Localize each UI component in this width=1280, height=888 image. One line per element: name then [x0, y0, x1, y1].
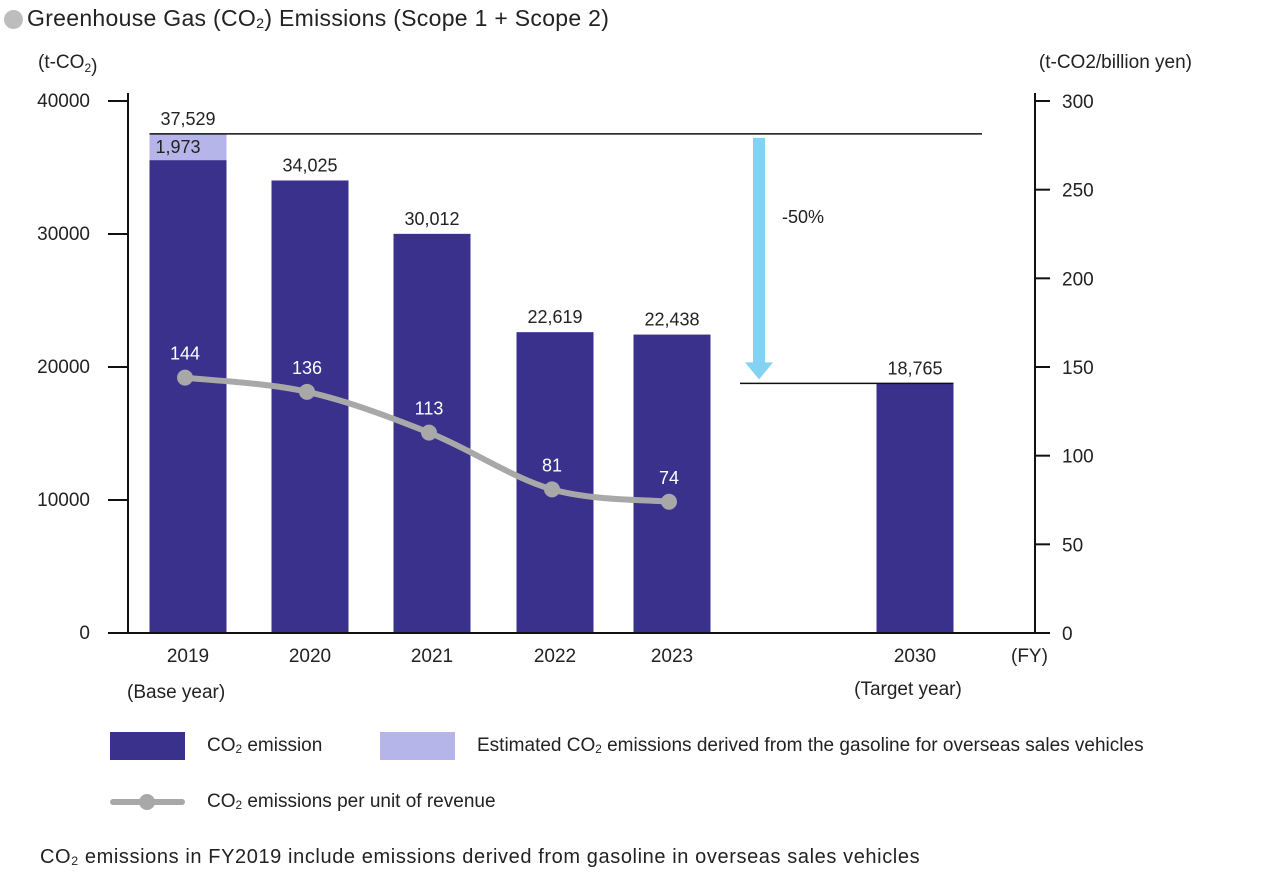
y-left-tick-label-40000: 40000 [37, 91, 90, 112]
y-right-tick-label-200: 200 [1062, 269, 1094, 290]
x-sublabel-2030: (Target year) [854, 679, 962, 700]
bar-overseas-2019 [149, 133, 227, 161]
legend-item-per-revenue: CO2 emissions per unit of revenue [110, 788, 496, 816]
y-left-axis-label: (t-CO2) [38, 52, 97, 77]
bars [149, 133, 954, 633]
annotations [149, 133, 982, 385]
x-axis-unit-label: (FY) [1011, 646, 1048, 667]
reduction-arrow-shaft [753, 137, 765, 364]
legend-item-overseas: Estimated CO2 emissions derived from the… [380, 732, 1144, 760]
bar-value-label-2023: 22,438 [644, 310, 699, 330]
bar-value-label-2030: 18,765 [887, 358, 942, 378]
revenue-value-label-2019: 144 [170, 344, 200, 364]
bar-value-label-2021: 30,012 [404, 209, 459, 229]
chart-title-row: Greenhouse Gas (CO2) Emissions (Scope 1 … [4, 2, 609, 36]
revenue-line [177, 369, 677, 510]
x-tick-label-2022: 2022 [534, 646, 576, 667]
y-right-tick-label-150: 150 [1062, 358, 1094, 379]
legend-item-co2: CO2 emission [110, 732, 322, 760]
revenue-value-label-2021: 113 [415, 399, 444, 419]
bar-value-label-2022: 22,619 [527, 307, 582, 327]
bar-co2-2023 [633, 334, 711, 633]
legend-label-overseas: Estimated CO2 emissions derived from the… [477, 735, 1144, 756]
y-left-tick-label-0: 0 [79, 623, 90, 644]
y-right-axis-label: (t-CO2/billion yen) [1039, 52, 1192, 73]
revenue-point-2023 [661, 493, 677, 510]
y-right-tick-label-0: 0 [1062, 624, 1073, 645]
revenue-point-2021 [421, 424, 437, 441]
revenue-point-2020 [299, 383, 315, 400]
legend-label-co2: CO2 emission [207, 735, 323, 756]
revenue-value-label-2022: 81 [542, 455, 562, 475]
x-tick-label-2021: 2021 [411, 646, 453, 667]
y-right-tick-label-250: 250 [1062, 181, 1094, 202]
revenue-point-2022 [544, 481, 560, 498]
y-right-tick-label-50: 50 [1062, 535, 1083, 556]
revenue-value-label-2023: 74 [659, 468, 679, 488]
x-tick-label-2020: 2020 [289, 646, 331, 667]
y-right-tick-label-100: 100 [1062, 447, 1094, 468]
revenue-value-label-2020: 136 [292, 358, 322, 378]
legend-swatch-overseas [380, 732, 455, 760]
chart-title: Greenhouse Gas (CO2) Emissions (Scope 1 … [27, 5, 610, 33]
x-tick-label-2019: 2019 [167, 646, 209, 667]
revenue-point-2019 [177, 369, 193, 386]
title-bullet-icon [4, 9, 23, 29]
bar-co2-2030 [876, 383, 954, 633]
chart-text: -50% 0 10000 20000 30000 40000 0 50 100 150 200 250… [37, 52, 1192, 703]
y-left-tick-label-10000: 10000 [37, 490, 90, 511]
bar-value-label-2020: 34,025 [282, 155, 337, 175]
axes [108, 93, 1050, 634]
y-left-tick-label-20000: 20000 [37, 357, 90, 378]
legend-swatch-co2 [110, 732, 185, 760]
x-tick-label-2030: 2030 [894, 646, 936, 667]
bar-co2-2020 [271, 180, 349, 633]
x-sublabel-2019: (Base year) [127, 682, 225, 703]
emissions-chart: -50% 0 10000 20000 30000 40000 0 50 100 150 200 250… [37, 52, 1192, 703]
bar-value-label-2019: 37,529 [160, 109, 215, 129]
y-left-tick-label-30000: 30000 [37, 224, 90, 245]
legend-line-icon [110, 788, 185, 816]
reduction-label: -50% [782, 207, 824, 227]
overseas-value-label-2019: 1,973 [156, 137, 201, 157]
bar-co2-2019 [149, 160, 227, 633]
y-right-tick-label-300: 300 [1062, 92, 1094, 113]
footnote: CO2 emissions in FY2019 include emission… [40, 846, 921, 868]
legend-label-per-revenue: CO2 emissions per unit of revenue [207, 791, 496, 812]
reduction-arrow-head [745, 362, 773, 380]
x-tick-label-2023: 2023 [651, 646, 693, 667]
